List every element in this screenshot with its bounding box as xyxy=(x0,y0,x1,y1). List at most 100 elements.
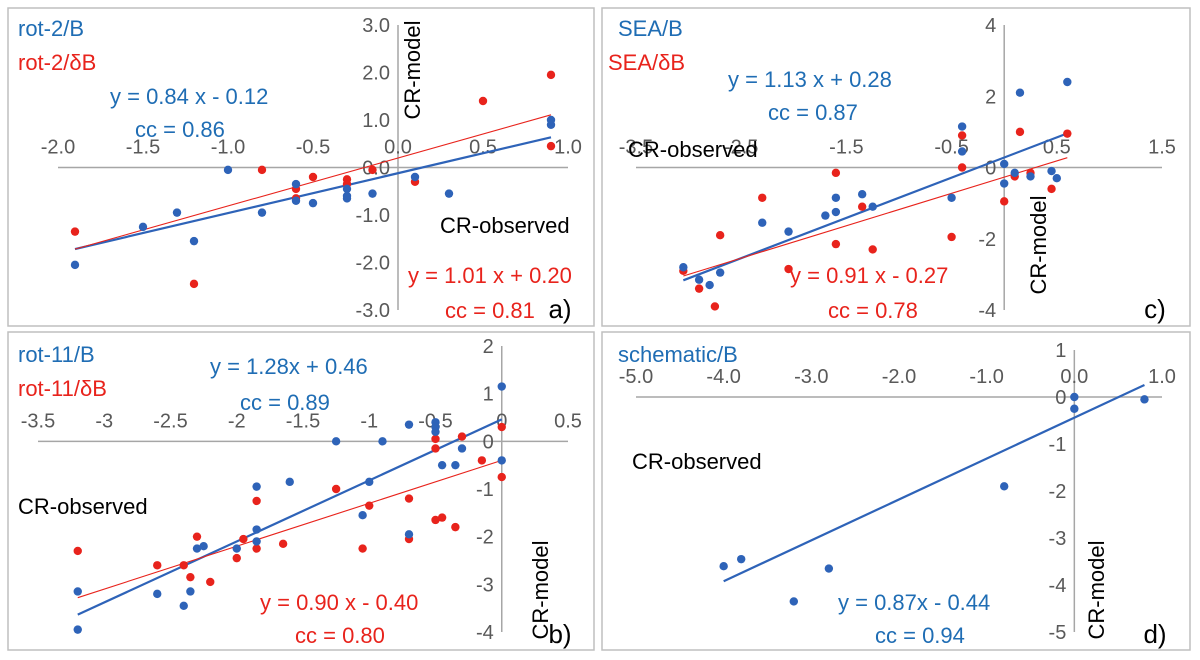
panel-c-x-tick-label: 0.5 xyxy=(1043,137,1071,159)
panel-d-y-tick-label: 0 xyxy=(1055,387,1066,409)
panel-a-point-blue xyxy=(291,179,301,189)
panel-b-point-red xyxy=(192,532,202,541)
panel-a-cc-red: cc = 0.81 xyxy=(445,298,535,323)
panel-d-point-blue xyxy=(719,562,728,571)
panel-c-fit-line-red xyxy=(683,157,1068,277)
panel-c-point-blue xyxy=(1010,168,1019,178)
panel-a-point-blue xyxy=(223,165,233,175)
panel-b-point-blue xyxy=(404,530,414,539)
panel-a-x-tick-label: 1.0 xyxy=(554,137,582,159)
panel-b-point-blue xyxy=(179,601,188,610)
panel-c-y-tick-label: -4 xyxy=(978,300,996,322)
panel-a-equation-blue: y = 0.84 x - 0.12 xyxy=(110,84,268,109)
panel-c-frame xyxy=(601,7,1191,327)
panel-d-point-blue xyxy=(824,564,834,573)
panel-c-point-blue xyxy=(831,193,841,202)
panel-d-x-tick-label: -2.0 xyxy=(882,366,916,388)
panel-c-point-red xyxy=(831,168,841,178)
panel-b-x-tick-label: -2 xyxy=(228,410,246,432)
panel-c-point-blue xyxy=(679,263,688,272)
panel-b-point-blue xyxy=(186,587,195,596)
panel-b-x-axis-label: CR-observed xyxy=(18,494,148,519)
panel-b-x-tick-label: -3 xyxy=(95,410,113,432)
panel-a-point-blue xyxy=(410,172,420,182)
panel-d-y-tick-label: 1 xyxy=(1055,340,1066,362)
panel-c-point-blue xyxy=(868,202,877,211)
panel-c-point-red xyxy=(1000,197,1009,206)
panel-b-point-blue xyxy=(497,456,506,465)
panel-d-x-tick-label: 0.0 xyxy=(1060,366,1088,388)
panel-d-point-blue xyxy=(737,554,746,564)
panel-b-point-red xyxy=(431,434,440,444)
panel-c-point-red xyxy=(957,131,967,140)
panel-b-point-red xyxy=(437,513,447,522)
panel-c-x-tick-label: -1.5 xyxy=(829,137,863,159)
panel-b-point-blue xyxy=(331,437,341,446)
panel-a-fit-line-blue xyxy=(74,136,552,251)
panel-a-point-blue xyxy=(342,184,352,194)
panel-b-point-red xyxy=(232,553,241,563)
panel-b-point-blue xyxy=(457,444,467,453)
panel-d-y-tick-label: -1 xyxy=(1049,434,1067,456)
panel-b-point-blue xyxy=(378,437,387,446)
panel-d-x-tick-label: -3.0 xyxy=(794,366,828,388)
panel-d-point-blue xyxy=(1000,482,1009,491)
panel-d-x-axis-label: CR-observed xyxy=(632,449,762,474)
panel-c-equation-red: y = 0.91 x - 0.27 xyxy=(790,263,948,288)
panel-b-y-axis-label: CR-model xyxy=(528,540,553,639)
panel-b-legend-label: rot-11/δB xyxy=(18,376,107,401)
panel-a-y-tick-label: -3.0 xyxy=(356,300,390,322)
panel-c-equation-blue: y = 1.13 x + 0.28 xyxy=(728,67,892,92)
panel-a-y-tick-label: -1.0 xyxy=(356,205,390,227)
panel-a-frame xyxy=(7,7,595,327)
panel-b-point-red xyxy=(252,544,261,553)
panel-b-point-blue xyxy=(365,477,374,487)
panel-a-point-red xyxy=(478,96,488,106)
panel-b-point-red xyxy=(278,539,288,549)
panel-d-x-tick-label: -1.0 xyxy=(969,366,1003,388)
panel-b-point-red xyxy=(404,494,414,503)
panel-a-point-blue xyxy=(257,208,267,217)
panel-c-point-blue xyxy=(957,147,967,156)
panel-a-y-tick-label: -2.0 xyxy=(356,253,390,275)
panel-a-y-tick-label: 3.0 xyxy=(362,15,390,37)
panel-b-point-blue xyxy=(497,382,506,391)
panel-c-point-blue xyxy=(784,227,793,236)
panel-c-point-blue xyxy=(857,190,867,199)
panel-a-label: a) xyxy=(548,294,571,324)
panel-a-point-blue xyxy=(308,198,318,208)
panel-a-point-red xyxy=(546,141,556,151)
panel-a-point-blue xyxy=(70,260,80,270)
panel-a-point-red xyxy=(368,165,377,175)
panel-c-point-blue xyxy=(1000,159,1009,169)
panel-d-equation-blue: y = 0.87x - 0.44 xyxy=(838,590,990,615)
panel-b-cc-red: cc = 0.80 xyxy=(295,623,385,648)
panel-c-x-tick-label: 1.5 xyxy=(1148,137,1176,159)
panel-b-point-blue xyxy=(252,537,261,546)
panel-b-point-blue xyxy=(199,542,208,551)
panel-c-point-red xyxy=(868,245,877,254)
panel-c-point-blue xyxy=(1063,77,1072,87)
panel-b-point-blue xyxy=(232,544,241,553)
panel-b-x-tick-label: 0 xyxy=(496,410,507,432)
panel-c-point-red xyxy=(710,302,720,311)
panel-c-legend-label: SEA/δB xyxy=(608,50,685,75)
panel-a-point-red xyxy=(308,172,318,182)
panel-a-y-tick-label: 2.0 xyxy=(362,63,390,85)
panel-d-x-tick-label: -4.0 xyxy=(706,366,740,388)
panel-b-y-tick-label: -3 xyxy=(476,574,494,596)
panel-d-point-blue xyxy=(1070,404,1079,413)
panel-b-point-blue xyxy=(73,625,82,634)
panel-b-point-blue xyxy=(73,587,82,596)
panel-b-equation-blue: y = 1.28x + 0.46 xyxy=(210,354,368,379)
panel-c-point-blue xyxy=(694,275,704,284)
panel-a-point-blue xyxy=(138,222,148,232)
panel-b-point-red xyxy=(431,444,440,453)
panel-b-fit-line-blue xyxy=(77,418,503,616)
panel-a-x-tick-label: -1.5 xyxy=(126,137,160,159)
panel-b-point-blue xyxy=(192,544,202,553)
panel-c-x-tick-label: -3.5 xyxy=(619,137,653,159)
panel-a-point-blue xyxy=(546,115,556,125)
panel-d-y-tick-label: -3 xyxy=(1049,528,1067,550)
panel-d-x-tick-label: 1.0 xyxy=(1148,366,1176,388)
